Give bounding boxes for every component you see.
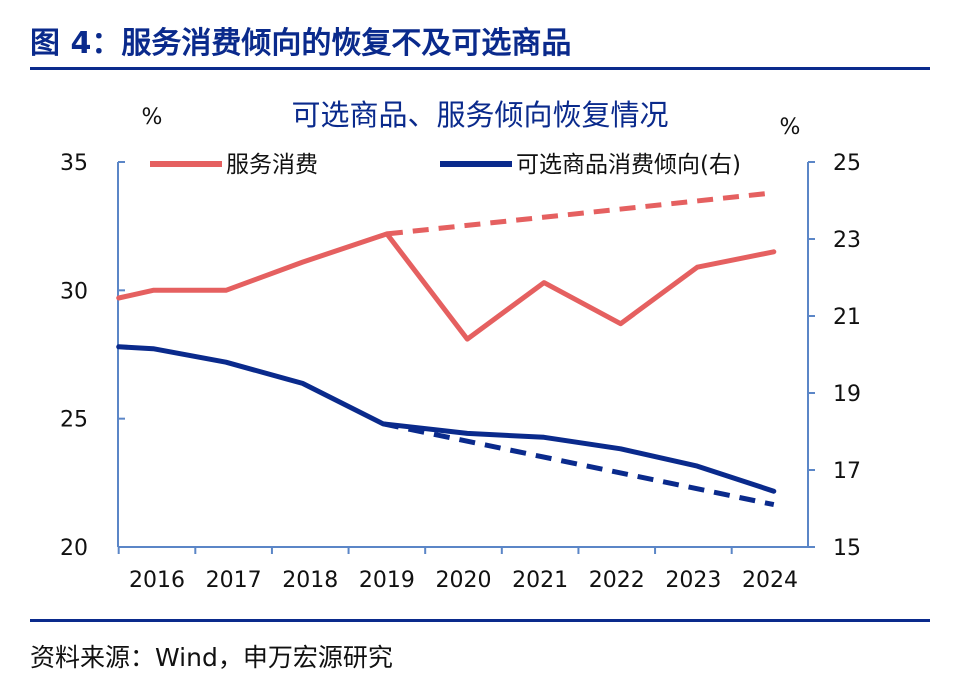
y-right-unit: %: [780, 115, 801, 140]
y-right-tick-label: 23: [833, 228, 861, 253]
y-left-tick-label: 20: [60, 536, 88, 561]
figure-title: 图 4：服务消费倾向的恢复不及可选商品: [30, 26, 572, 61]
y-right-tick-label: 25: [833, 151, 861, 176]
x-tick-label: 2018: [282, 568, 338, 593]
axes-group: 20 25 30 35 15 17 19 21 23 25 2016 2017 2018 2019 2020…: [60, 151, 861, 593]
trend-line-durable: [382, 421, 775, 508]
source-rule: [30, 619, 930, 622]
x-tick-label: 2022: [589, 568, 645, 593]
legend-label: 可选商品消费倾向(右): [516, 152, 741, 178]
y-left-tick-label: 30: [60, 279, 88, 304]
chart-title: 可选商品、服务倾向恢复情况: [291, 98, 668, 132]
y-left-tick-label: 25: [60, 408, 88, 433]
y-right-tick-label: 19: [833, 382, 861, 407]
y-left-tick-label: 35: [60, 151, 88, 176]
x-tick-label: 2023: [665, 568, 721, 593]
series-group: [116, 190, 777, 508]
x-tick-label: 2020: [436, 568, 492, 593]
x-tick-label: 2019: [359, 568, 415, 593]
trend-line-service: [386, 190, 775, 237]
x-tick-label: 2016: [129, 568, 185, 593]
series-line-durable: [116, 344, 777, 494]
y-left-unit: %: [142, 105, 163, 130]
title-rule: [30, 67, 930, 70]
x-tick-label: 2017: [206, 568, 262, 593]
y-right-tick-label: 15: [833, 536, 861, 561]
y-right-tick-label: 21: [833, 305, 861, 330]
x-tick-label: 2024: [742, 568, 798, 593]
source-note: 资料来源：Wind，申万宏源研究: [30, 643, 393, 672]
x-tick-label: 2021: [512, 568, 568, 593]
legend-label: 服务消费: [226, 152, 318, 178]
legend: 服务消费 可选商品消费倾向(右): [150, 152, 741, 178]
series-line-service: [116, 231, 777, 342]
y-right-tick-label: 17: [833, 459, 861, 484]
